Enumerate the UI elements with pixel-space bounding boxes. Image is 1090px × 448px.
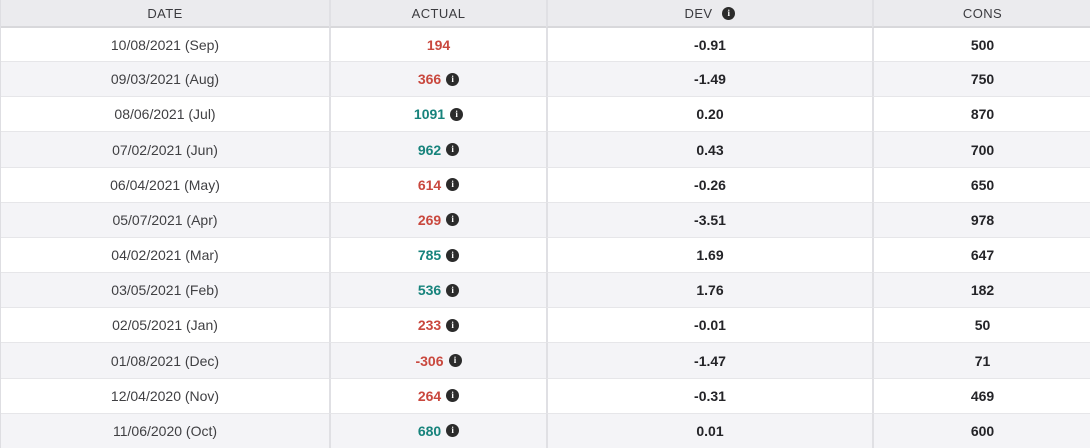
table-row: 09/03/2021 (Aug) 366 i -1.49 750 [1,61,1090,97]
actual-cell: 366 i [329,61,546,97]
actual-cell: 264 i [329,377,546,413]
info-icon[interactable]: i [446,248,460,262]
dev-cell: -1.49 [546,61,872,97]
table-row: 06/04/2021 (May) 614 i -0.26 650 [1,166,1090,202]
info-icon[interactable]: i [446,424,460,438]
date-cell: 02/05/2021 (Jan) [1,307,329,342]
date-cell: 10/08/2021 (Sep) [110,36,220,53]
date-cell: 03/05/2021 (Feb) [1,272,329,308]
dev-cell: 1.76 [546,272,872,308]
cons-cell: 182 [872,272,1090,308]
cons-cell: 500 [872,28,1090,62]
dev-cell: 1.69 [546,236,872,273]
actual-cell: 233 i [329,307,546,343]
actual-value: 194 [426,36,451,53]
dev-cell: -0.31 [546,377,872,413]
table-row: 12/04/2020 (Nov) 264 i -0.31 469 [1,377,1090,413]
info-icon[interactable]: i [450,107,464,121]
column-header-actual-label: ACTUAL [411,5,466,21]
table-row: 07/02/2021 (Jun) 962 i 0.43 700 [1,131,1090,167]
cons-cell: 600 [872,412,1090,448]
actual-value: 1091 [413,106,446,123]
table-row: 02/05/2021 (Jan) 233 i -0.01 50 [1,307,1090,343]
actual-cell: 536 i [329,272,546,308]
actual-value: 536 [417,282,442,299]
dev-cell: 0.43 [546,131,872,167]
column-header-cons: CONS [872,0,1090,28]
date-cell: 09/03/2021 (Aug) [1,61,329,97]
dev-cell: 0.01 [546,412,872,448]
column-header-actual: ACTUAL [329,0,546,28]
date-cell: 05/07/2021 (Apr) [1,201,329,237]
table-row: 03/05/2021 (Feb) 536 i 1.76 182 [1,272,1090,308]
date-cell: 11/06/2020 (Oct) [1,412,329,448]
date-cell: 12/04/2020 (Nov) [1,377,329,413]
column-header-date: DATE [1,0,329,28]
table-row: 05/07/2021 (Apr) 269 i -3.51 978 [1,201,1090,237]
info-icon[interactable]: i [446,143,460,157]
table-row: 11/06/2020 (Oct) 680 i 0.01 600 [1,412,1090,448]
actual-cell: 194 i [329,28,546,62]
actual-cell: 614 i [329,166,546,202]
actual-value: 680 [417,422,442,439]
cons-cell: 700 [872,131,1090,167]
actual-cell: 680 i [329,412,546,448]
info-icon[interactable]: i [446,318,460,332]
date-cell: 06/04/2021 (May) [1,166,329,202]
actual-value: 614 [417,176,442,193]
actual-value: 785 [417,247,442,264]
actual-cell: -306 i [329,342,546,378]
actual-value: -306 [415,352,444,369]
actual-value: 269 [417,211,442,228]
actual-value: 366 [417,71,442,88]
date-cell: 07/02/2021 (Jun) [1,131,329,167]
date-cell: 04/02/2021 (Mar) [1,236,329,272]
cons-cell: 647 [872,236,1090,273]
cons-cell: 650 [872,166,1090,202]
cons-cell: 71 [872,342,1090,378]
dev-cell: -0.01 [546,307,872,343]
table-row: 08/06/2021 (Jul) 1091 i 0.20 870 [1,96,1090,132]
info-icon[interactable]: i [722,6,736,20]
actual-value: 264 [417,387,442,404]
cons-cell: 750 [872,61,1090,97]
dev-cell: -1.47 [546,342,872,378]
column-header-dev-label: DEV [684,5,713,21]
cons-cell: 469 [872,377,1090,413]
date-cell: 08/06/2021 (Jul) [1,96,329,131]
dev-cell: -3.51 [546,201,872,237]
date-cell: 01/08/2021 (Dec) [1,342,329,378]
column-header-dev: DEV i [546,0,872,28]
info-icon[interactable]: i [446,72,460,86]
column-header-cons-label: CONS [962,5,1003,21]
cons-cell: 978 [872,201,1090,237]
actual-value: 233 [417,317,442,334]
actual-cell: 962 i [329,131,546,167]
column-header-date-label: DATE [147,5,183,21]
cons-cell: 870 [872,96,1090,132]
table-row: 04/02/2021 (Mar) 785 i 1.69 647 [1,236,1090,273]
actual-cell: 269 i [329,201,546,237]
table-header-row: DATE ACTUAL DEV i CONS [1,0,1090,28]
actual-cell: 785 i [329,236,546,273]
actual-cell: 1091 i [329,96,546,132]
dev-cell: -0.91 [546,28,872,62]
table-row: 01/08/2021 (Dec) -306 i -1.47 71 [1,342,1090,378]
cons-cell: 50 [872,307,1090,343]
info-icon[interactable]: i [448,354,462,368]
info-icon[interactable]: i [446,213,460,227]
info-icon[interactable]: i [446,178,460,192]
table-row: 10/08/2021 (Sep) 194 i -0.91 500 [1,28,1090,62]
dev-cell: -0.26 [546,166,872,202]
info-icon[interactable]: i [446,283,460,297]
info-icon[interactable]: i [446,389,460,403]
actual-value: 962 [417,141,442,158]
dev-cell: 0.20 [546,96,872,132]
